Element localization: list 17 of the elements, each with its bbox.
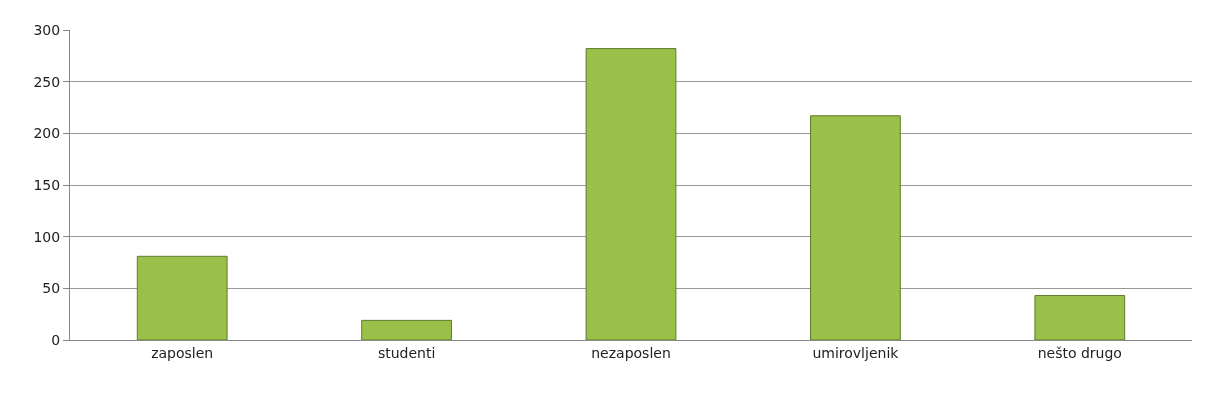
y-tick-label: 0 [51, 331, 61, 348]
y-tick-label: 200 [33, 125, 61, 142]
y-tick-label: 250 [33, 73, 61, 90]
bar [1034, 295, 1126, 340]
x-tick-label: nešto drugo [1037, 344, 1122, 361]
bar [361, 319, 452, 340]
x-tick-label: umirovljenik [812, 344, 900, 361]
x-tick-label: zaposlen [151, 344, 214, 361]
y-tick-label: 100 [33, 228, 61, 245]
bar [136, 255, 228, 340]
y-tick-label: 150 [33, 176, 61, 193]
y-tick-label: 50 [42, 280, 61, 297]
x-tick-label: nezaposlen [591, 344, 671, 361]
bar [810, 115, 901, 340]
bar [585, 48, 677, 340]
y-tick-label: 300 [33, 21, 61, 38]
x-tick-label: studenti [377, 344, 436, 361]
